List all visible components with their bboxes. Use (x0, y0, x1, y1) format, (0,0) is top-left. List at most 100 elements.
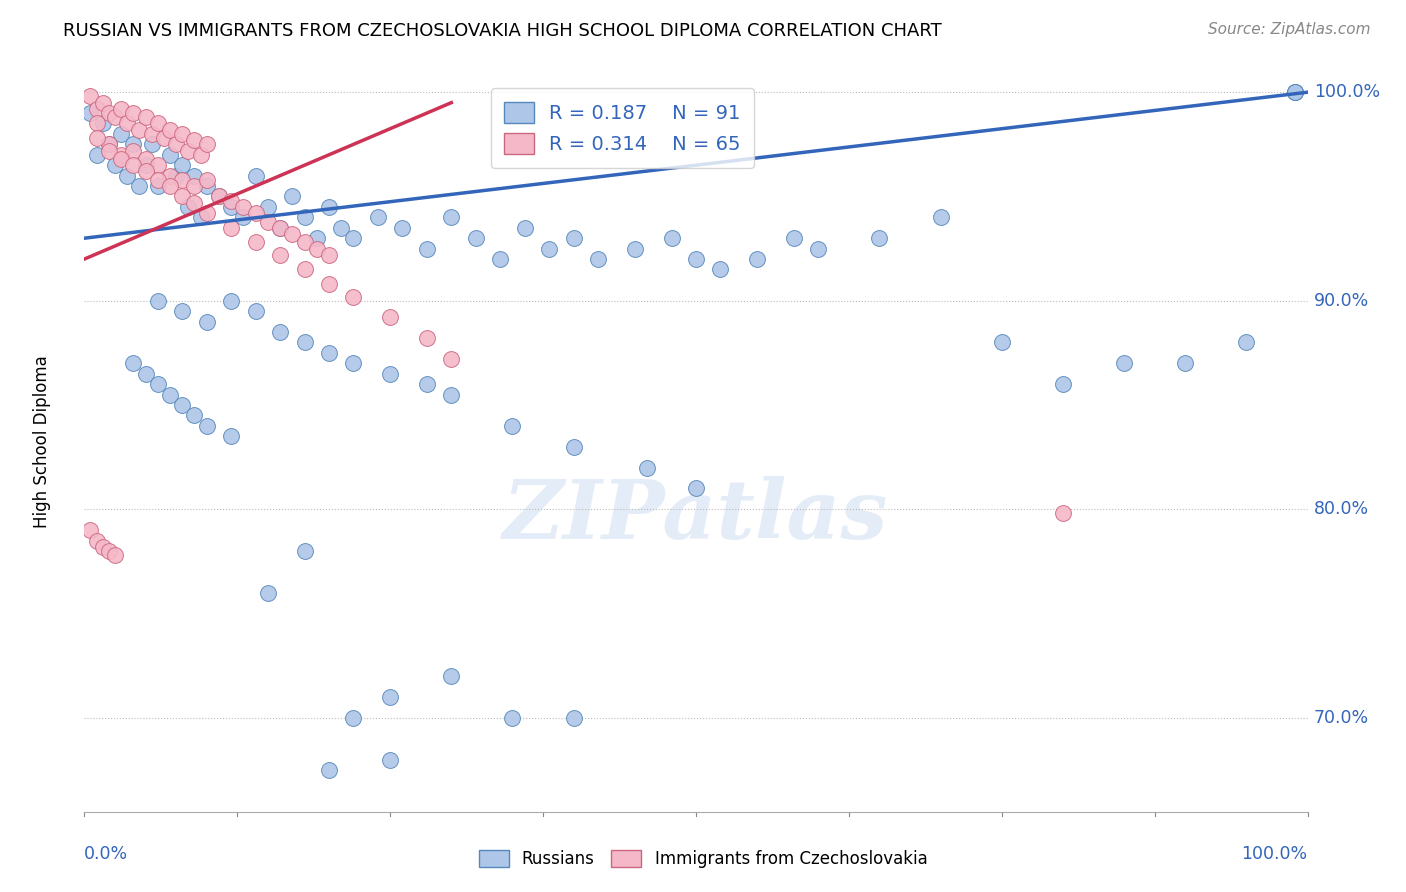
Point (172, 189, 194, 203)
Point (1052, 507, 1074, 521)
Point (342, 356, 364, 370)
Point (1284, 85, 1306, 99)
Point (86, 131, 108, 145)
Point (380, 367, 402, 381)
Point (318, 248, 340, 262)
Point (257, 586, 280, 600)
Point (79, 106, 101, 120)
Point (146, 158, 169, 172)
Point (294, 335, 316, 350)
Point (1114, 356, 1136, 370)
Text: 90.0%: 90.0% (1313, 292, 1369, 310)
Text: High School Diploma: High School Diploma (32, 355, 51, 528)
Point (380, 310, 402, 325)
Point (747, 252, 769, 266)
Point (502, 711, 524, 725)
Point (294, 262, 316, 277)
Point (245, 169, 267, 183)
Point (685, 482, 707, 496)
Point (538, 242, 561, 256)
Point (367, 211, 389, 225)
Point (177, 200, 200, 214)
Point (159, 122, 181, 136)
Point (183, 409, 205, 423)
Point (269, 220, 291, 235)
Point (86, 116, 108, 130)
Point (1236, 335, 1258, 350)
Point (195, 179, 218, 194)
Point (562, 231, 585, 245)
Point (122, 137, 145, 152)
Point (165, 169, 187, 183)
Point (146, 179, 169, 194)
Point (342, 231, 364, 245)
Point (294, 235, 316, 250)
Point (159, 169, 181, 183)
Point (115, 169, 138, 183)
Point (245, 235, 267, 250)
Point (172, 398, 194, 412)
Point (159, 148, 181, 162)
Point (208, 189, 231, 203)
Point (104, 110, 127, 124)
Text: 100.0%: 100.0% (1241, 845, 1308, 863)
Point (342, 290, 364, 304)
Point (128, 179, 150, 194)
Point (128, 122, 150, 136)
Point (135, 164, 157, 178)
Point (318, 200, 340, 214)
Point (86, 102, 108, 116)
Point (122, 106, 145, 120)
Point (245, 304, 267, 318)
Point (135, 367, 157, 381)
Point (177, 144, 200, 158)
Legend: R = 0.187    N = 91, R = 0.314    N = 65: R = 0.187 N = 91, R = 0.314 N = 65 (491, 88, 754, 168)
Point (929, 211, 952, 225)
Point (195, 315, 218, 329)
Point (195, 418, 218, 433)
Point (190, 211, 212, 225)
Point (709, 262, 731, 277)
Point (807, 242, 830, 256)
Point (97, 544, 120, 558)
Point (685, 252, 707, 266)
Point (97, 137, 120, 152)
Point (146, 293, 169, 308)
Point (183, 133, 205, 147)
Point (440, 669, 463, 683)
Point (135, 110, 157, 124)
Point (91, 116, 114, 130)
Point (562, 440, 585, 454)
Point (104, 548, 127, 562)
Point (661, 231, 683, 245)
Point (991, 335, 1014, 350)
Point (122, 144, 145, 158)
Point (318, 346, 340, 360)
Legend: Russians, Immigrants from Czechoslovakia: Russians, Immigrants from Czechoslovakia (472, 843, 934, 875)
Point (562, 711, 585, 725)
Point (513, 220, 536, 235)
Point (172, 304, 194, 318)
Point (183, 169, 205, 183)
Point (342, 711, 364, 725)
Point (380, 690, 402, 704)
Text: RUSSIAN VS IMMIGRANTS FROM CZECHOSLOVAKIA HIGH SCHOOL DIPLOMA CORRELATION CHART: RUSSIAN VS IMMIGRANTS FROM CZECHOSLOVAKI… (63, 22, 942, 40)
Point (159, 179, 181, 194)
Point (257, 214, 280, 228)
Point (195, 173, 218, 187)
Point (97, 137, 120, 152)
Point (440, 352, 463, 367)
Point (172, 173, 194, 187)
Point (636, 460, 658, 475)
Point (141, 137, 163, 152)
Point (115, 116, 138, 130)
Text: 0.0%: 0.0% (84, 845, 128, 863)
Point (416, 377, 439, 392)
Point (208, 189, 231, 203)
Point (489, 252, 512, 266)
Point (79, 89, 101, 103)
Point (110, 152, 132, 166)
Point (294, 211, 316, 225)
Text: 70.0%: 70.0% (1313, 709, 1369, 727)
Point (141, 127, 163, 141)
